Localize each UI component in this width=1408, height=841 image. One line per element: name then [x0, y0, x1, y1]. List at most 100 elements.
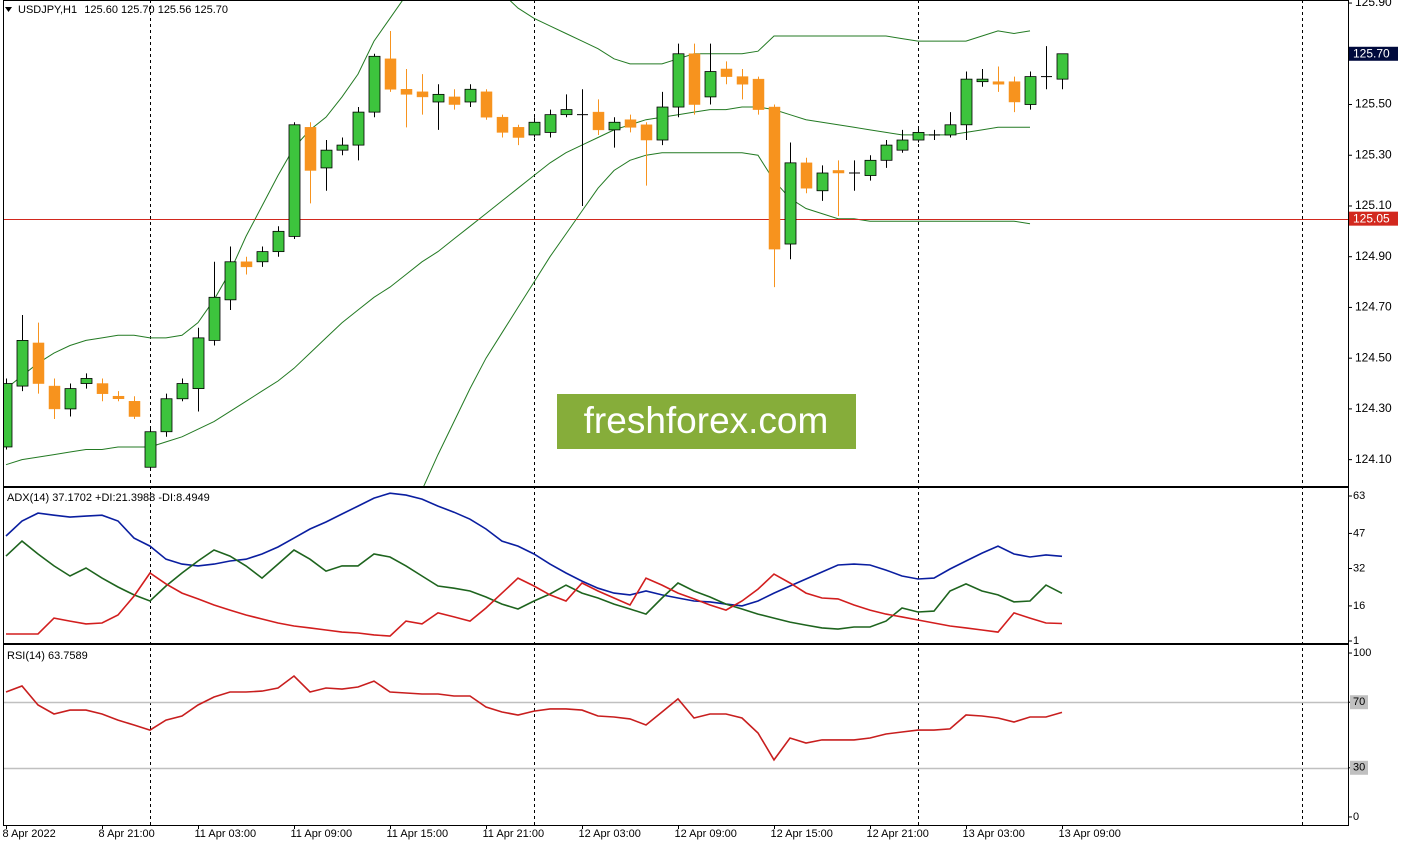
- candle-body: [64, 388, 77, 410]
- price-panel: [3, 0, 1348, 486]
- candle-body: [832, 170, 845, 174]
- candle-body: [560, 109, 573, 116]
- last-price-box-label: 125.70: [1353, 46, 1390, 60]
- y-tick-label: 124.70: [1355, 300, 1392, 314]
- candle-body: [160, 398, 173, 433]
- candle-body: [944, 124, 957, 136]
- y-tick-label: 125.50: [1355, 97, 1392, 111]
- candle-body: [896, 139, 909, 151]
- y-tick-label: 70: [1353, 696, 1365, 708]
- candle-body: [16, 340, 29, 387]
- candle-body: [304, 127, 317, 171]
- x-tick-label: 11 Apr 21:00: [483, 828, 545, 840]
- candle-body: [656, 106, 669, 141]
- candle-body: [784, 162, 797, 245]
- candle-body: [768, 106, 781, 250]
- candle-body: [608, 121, 621, 131]
- ohlc-values: 125.60 125.70 125.56 125.70: [84, 4, 228, 16]
- candle-body: [320, 149, 333, 169]
- level-label-box: [1350, 760, 1368, 775]
- candle-body: [592, 111, 605, 131]
- candle-body: [880, 144, 893, 161]
- y-tick-label: 1: [1353, 635, 1359, 647]
- candle-body: [976, 78, 989, 83]
- candle-body: [224, 261, 237, 301]
- candle-body: [672, 53, 685, 108]
- y-tick-label: 124.50: [1355, 350, 1392, 364]
- candle-body: [272, 230, 285, 253]
- candle-body: [816, 172, 829, 192]
- candle-body: [416, 91, 429, 98]
- x-tick-label: 11 Apr 09:00: [291, 828, 353, 840]
- candle-body: [1056, 53, 1069, 80]
- candle-body: [128, 401, 141, 417]
- candle-body: [752, 78, 765, 110]
- candle-body: [336, 144, 349, 151]
- candle-body: [32, 342, 45, 384]
- last-price-box: [1349, 46, 1398, 61]
- panel-frame: [3, 0, 1349, 487]
- panel-frame: [3, 644, 1349, 826]
- candle-body: [112, 395, 125, 400]
- y-tick-label: 125.90: [1355, 0, 1392, 9]
- candle-body: [192, 337, 205, 390]
- y-tick-label: 125.30: [1355, 147, 1392, 161]
- candle-body: [80, 378, 93, 384]
- indicator-panel: [3, 674, 1348, 770]
- candle-body: [800, 162, 813, 189]
- level-price-box: [1349, 211, 1398, 226]
- candle-body: [352, 111, 365, 146]
- candle-body: [480, 91, 493, 118]
- x-tick-label: 12 Apr 15:00: [771, 828, 833, 840]
- candle-body: [144, 431, 157, 468]
- candle-body: [720, 68, 733, 77]
- x-tick-label: 12 Apr 03:00: [579, 828, 641, 840]
- y-tick-label: 124.30: [1355, 401, 1392, 415]
- candle-body: [96, 383, 109, 394]
- menu-triangle[interactable]: [5, 7, 12, 12]
- indicator-line: [5, 106, 1030, 466]
- candle-body: [640, 124, 653, 141]
- y-tick-label: 32: [1353, 562, 1365, 574]
- candle-body: [208, 296, 221, 341]
- x-tick-label: 8 Apr 21:00: [99, 828, 155, 840]
- indicator-line: [423, 152, 1031, 486]
- indicator-line: [6, 571, 1063, 637]
- indicator-panel: [5, 492, 1063, 637]
- x-tick-label: 13 Apr 03:00: [963, 828, 1025, 840]
- candle-body: [176, 383, 189, 400]
- indicator-line: [5, 540, 1063, 630]
- y-tick-label: 63: [1353, 490, 1365, 502]
- y-tick-label: 30: [1353, 762, 1365, 774]
- candle-body: [3, 383, 13, 448]
- candle-body: [432, 93, 445, 103]
- candle-body: [528, 121, 541, 136]
- candle-body: [912, 132, 925, 141]
- x-tick-label: 11 Apr 03:00: [195, 828, 257, 840]
- candle-body: [512, 127, 525, 138]
- candle-body: [1024, 76, 1037, 105]
- candle-body: [464, 88, 477, 103]
- x-tick-label: 13 Apr 09:00: [1059, 828, 1121, 840]
- candle-body: [256, 251, 269, 263]
- y-tick-label: 124.90: [1355, 249, 1392, 263]
- candle-body: [240, 261, 253, 268]
- watermark-text: freshforex.com: [584, 400, 829, 441]
- candle-body: [688, 53, 701, 105]
- indicator-line: [5, 674, 1063, 762]
- candle-body: [400, 89, 413, 95]
- candle-body: [704, 71, 717, 98]
- candle-body: [368, 55, 381, 113]
- panel-frame: [3, 487, 1349, 644]
- x-tick-label: 12 Apr 09:00: [675, 828, 737, 840]
- rsi-title: RSI(14) 63.7589: [7, 650, 88, 662]
- adx-title: ADX(14) 37.1702 +DI:21.3988 -DI:8.4949: [7, 492, 210, 504]
- y-tick-label: 124.10: [1355, 452, 1392, 466]
- y-tick-label: 0: [1353, 811, 1359, 823]
- candle-body: [288, 124, 301, 237]
- candle-body: [496, 116, 509, 133]
- indicator-line: [5, 0, 1031, 389]
- y-tick-label: 125.10: [1355, 198, 1392, 212]
